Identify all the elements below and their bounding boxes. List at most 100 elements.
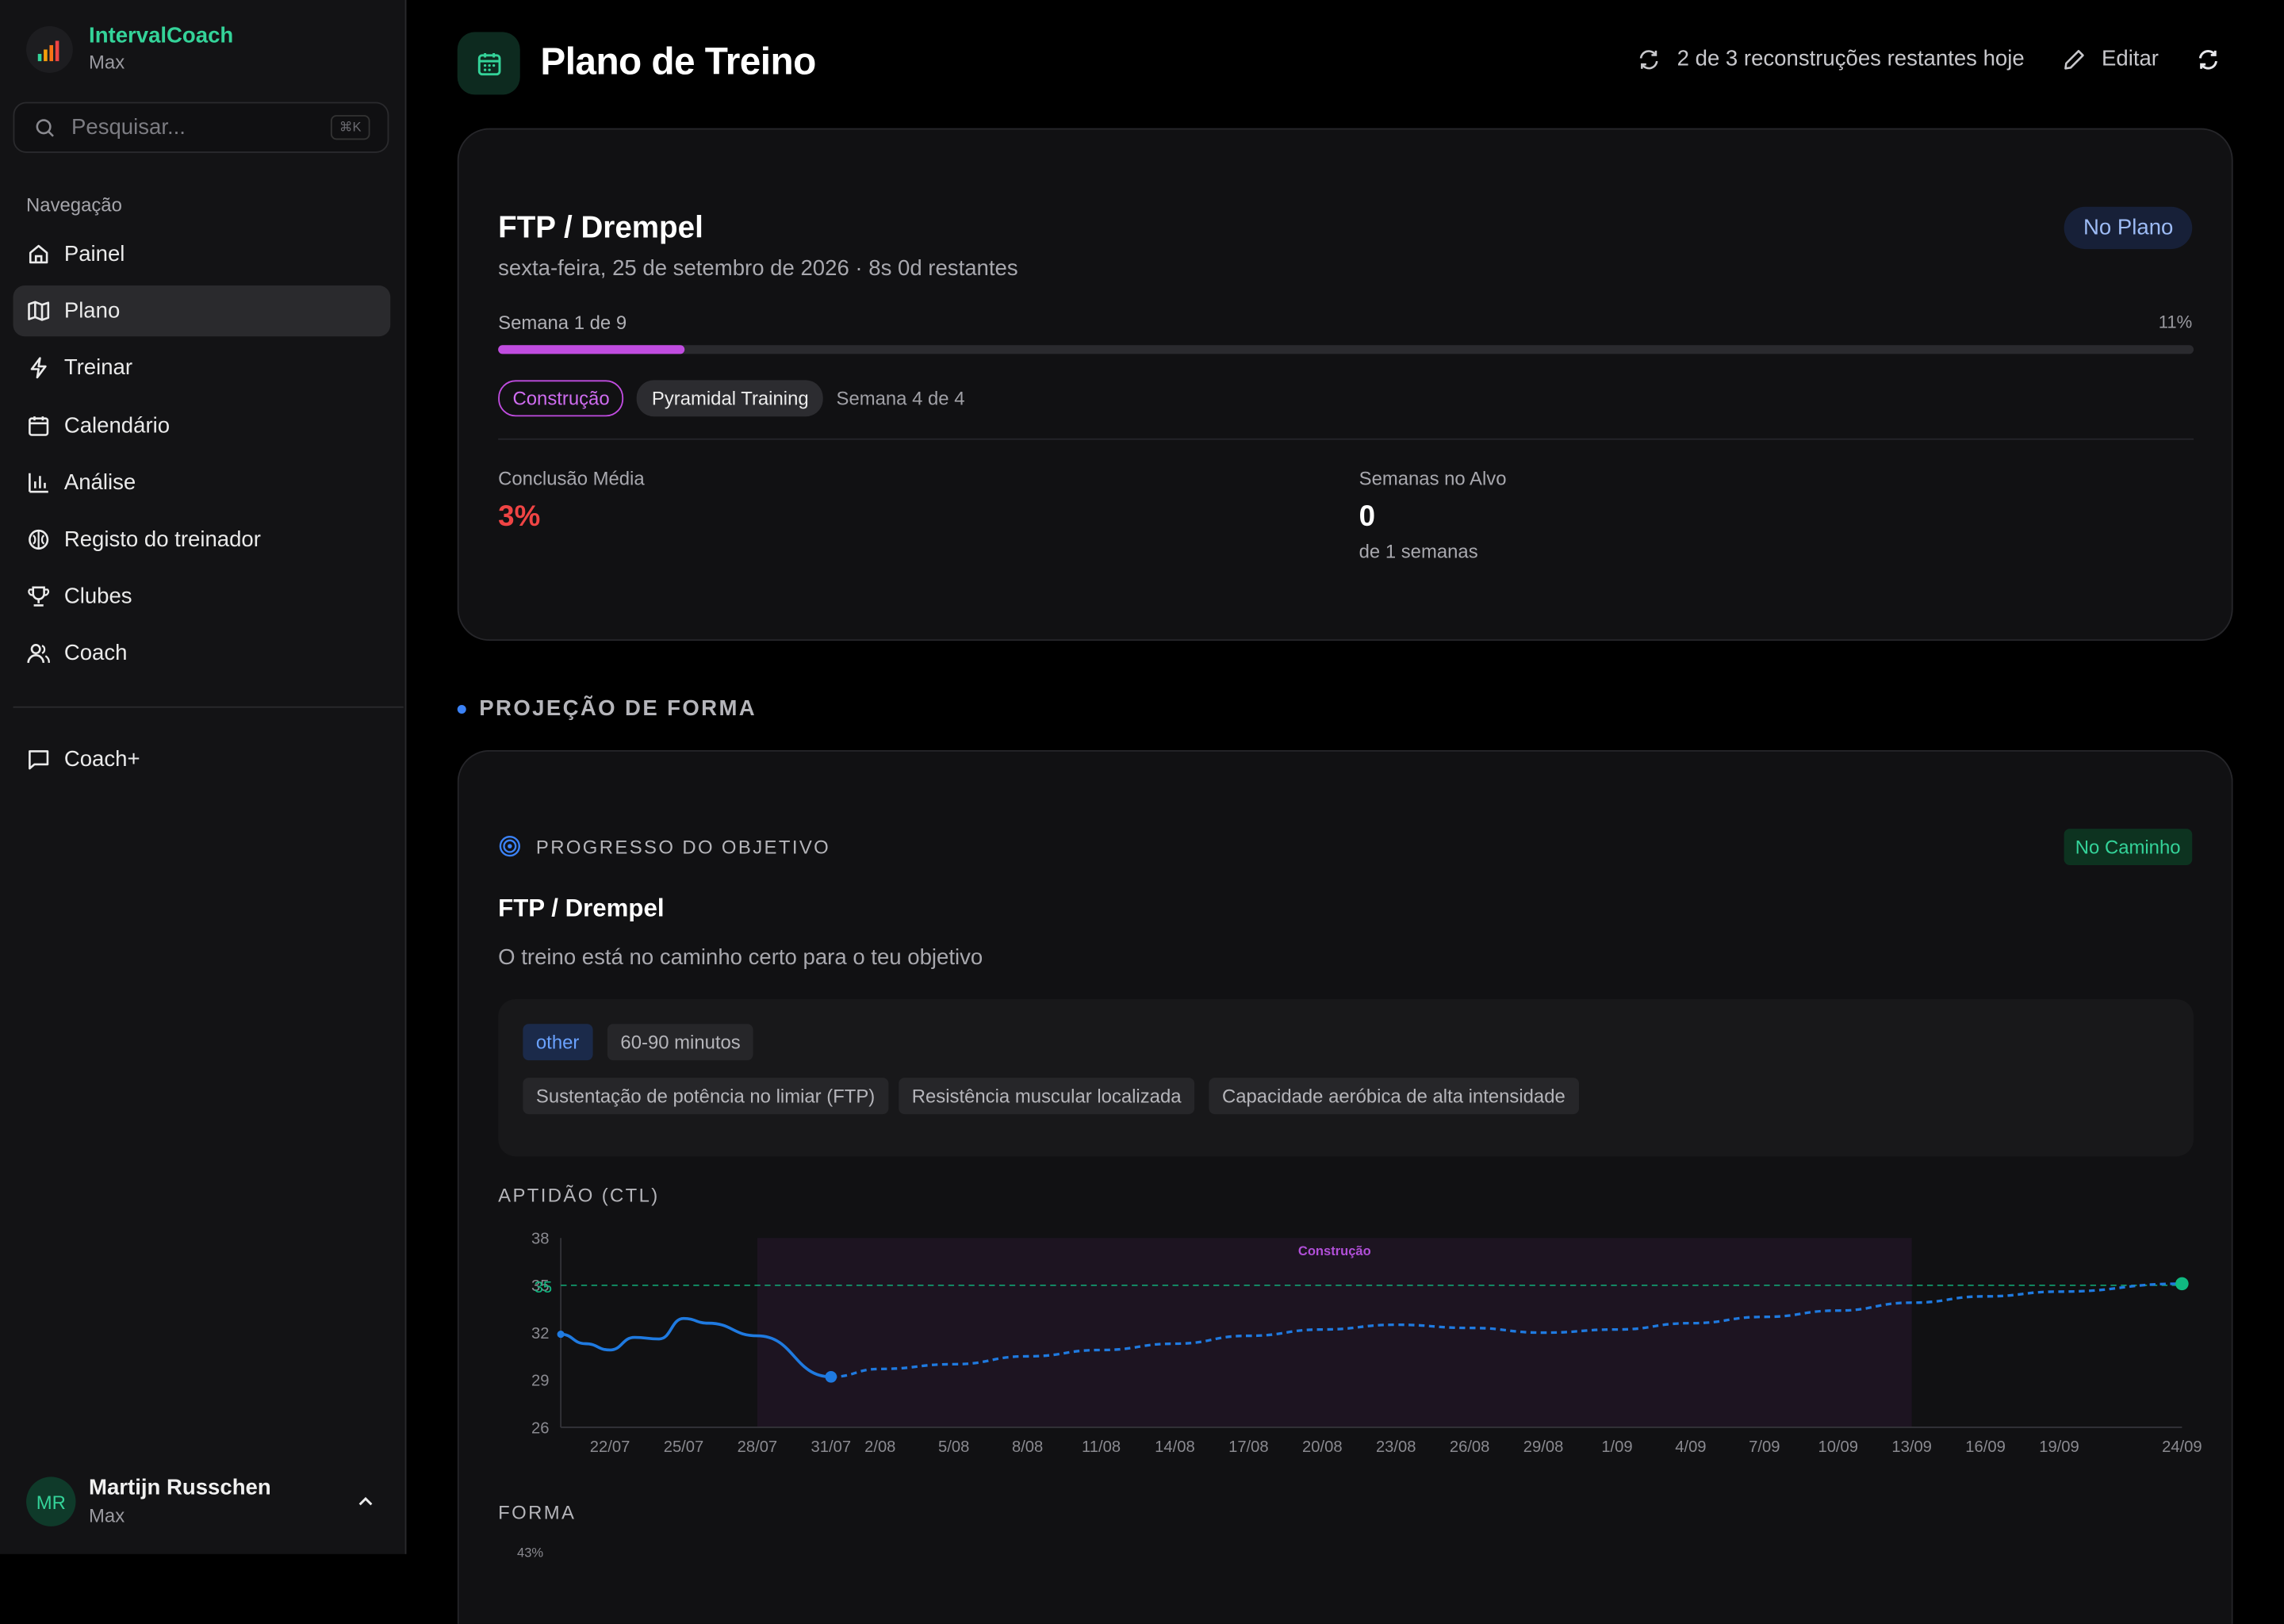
goal-name: FTP / Drempel [498, 894, 665, 922]
x-tick-label: 13/09 [1891, 1438, 1932, 1456]
week-label: Semana 1 de 9 [498, 312, 627, 334]
goal-progress-card: PROGRESSO DO OBJETIVO No Caminho FTP / D… [457, 749, 2233, 1624]
nav-list: Painel Plano Treinar Calendário Análise … [13, 228, 391, 685]
y-tick-label: 26 [531, 1419, 549, 1437]
x-tick-label: 2/08 [864, 1438, 895, 1456]
nav-item-analise[interactable]: Análise [13, 457, 391, 508]
nav-item-calendario[interactable]: Calendário [13, 400, 391, 450]
chart-title: APTIDÃO (CTL) [498, 1184, 660, 1206]
brain-icon [29, 529, 49, 550]
section-title-text: PROJEÇÃO DE FORMA [479, 695, 757, 722]
users-icon [27, 644, 50, 664]
projected-ctl-line [830, 1282, 2182, 1378]
phase-chips: Construção Pyramidal Training Semana 4 d… [498, 380, 965, 417]
bar-chart-icon [29, 473, 48, 492]
duration-tag: 60-90 minutos [607, 1024, 754, 1061]
calendar-icon [477, 52, 500, 75]
nav-item-label: Painel [63, 241, 125, 267]
y-tick-label: 29 [531, 1373, 549, 1390]
refresh-icon [1640, 49, 1659, 69]
goal-title: FTP / Drempel [498, 211, 703, 245]
edit-button[interactable]: Editar [2102, 46, 2159, 71]
user-tier: Max [89, 1504, 125, 1526]
rebuilds-remaining: 2 de 3 reconstruções restantes hoje [1677, 46, 2025, 71]
sport-tag: other [523, 1024, 592, 1061]
series-start-point [557, 1330, 565, 1339]
actual-ctl-line [560, 1316, 831, 1379]
x-tick-label: 10/09 [1818, 1438, 1858, 1456]
sidebar-divider [13, 706, 404, 708]
section-dot-icon [457, 704, 466, 714]
x-tick-label: 31/07 [811, 1438, 852, 1456]
forma-title: FORMA [498, 1501, 577, 1524]
x-tick-label: 20/08 [1302, 1438, 1343, 1456]
map-icon [28, 301, 50, 322]
block-chip: Pyramidal Training [637, 380, 823, 417]
nav-item-plano[interactable]: Plano [13, 285, 391, 337]
x-tick-label: 17/08 [1228, 1438, 1269, 1456]
nav-item-painel[interactable]: Painel [13, 228, 391, 279]
section-title: PROJEÇÃO DE FORMA [457, 695, 757, 722]
x-tick-label: 5/08 [938, 1438, 969, 1456]
x-tick-label: 7/09 [1749, 1438, 1780, 1456]
search-icon [36, 118, 54, 136]
pencil-icon[interactable] [2062, 48, 2085, 71]
header-actions: 2 de 3 reconstruções restantes hoje Edit… [1638, 47, 2220, 71]
phase-band-label: Construção [1298, 1243, 1371, 1258]
nav-item-registo[interactable]: Registo do treinador [13, 514, 391, 565]
weeks-on-target-value: 0 [1359, 500, 1376, 534]
nav-item-label: Treinar [63, 355, 133, 381]
trophy-icon [28, 586, 50, 607]
goal-description: O treino está no caminho certo para o te… [498, 945, 983, 971]
nav-item-label: Registo do treinador [63, 527, 261, 552]
target-label: 35 [535, 1279, 552, 1297]
avatar: MR [26, 1477, 76, 1526]
x-tick-label: 19/09 [2039, 1438, 2079, 1456]
weeks-on-target-label: Semanas no Alvo [1359, 467, 1507, 490]
brand-logo-icon [26, 26, 73, 73]
calendar-icon [29, 416, 49, 436]
x-tick-label: 1/09 [1601, 1438, 1632, 1456]
goal-progress-header: PROGRESSO DO OBJETIVO [498, 834, 830, 857]
nav-item-label: Plano [63, 298, 121, 324]
plan-card: FTP / Drempel sexta-feira, 25 de setembr… [457, 128, 2233, 642]
x-tick-label: 29/08 [1523, 1438, 1564, 1456]
x-tick-label: 25/07 [664, 1438, 704, 1456]
rebuild-icon[interactable] [2197, 48, 2220, 71]
phase-band [757, 1238, 1912, 1427]
home-icon [29, 244, 48, 264]
user-name: Martijn Russchen [89, 1475, 271, 1500]
x-tick-label: 26/08 [1450, 1438, 1490, 1456]
user-menu[interactable]: MR Martijn Russchen Max [26, 1474, 383, 1530]
x-tick-label: 28/07 [738, 1438, 778, 1456]
focus-tag: Capacidade aeróbica de alta intensidade [1209, 1078, 1579, 1115]
search-input[interactable] [68, 113, 322, 142]
x-tick-label: 4/09 [1675, 1438, 1706, 1456]
y-tick-label: 35 [531, 1277, 549, 1295]
chevron-up-icon[interactable] [355, 1492, 376, 1512]
search-box[interactable]: ⌘K [13, 102, 389, 153]
status-badge: No Plano [2064, 206, 2193, 250]
progress-bar [498, 345, 2194, 354]
nav-item-label: Calendário [63, 412, 171, 439]
nav-item-coach-plus[interactable]: Coach+ [13, 734, 391, 785]
on-track-badge: No Caminho [2064, 829, 2193, 865]
y-tick-label: 32 [531, 1325, 549, 1342]
brand[interactable]: IntervalCoach Max [26, 23, 233, 75]
nav-item-label: Coach+ [63, 747, 140, 772]
search-shortcut: ⌘K [330, 115, 370, 140]
block-week: Semana 4 de 4 [836, 387, 965, 410]
nav-item-coach[interactable]: Coach [13, 628, 391, 679]
sidebar: IntervalCoach Max ⌘K Navegação Painel Pl… [0, 0, 407, 1554]
coach-plus-section: Coach+ [13, 734, 391, 791]
x-tick-label: 16/09 [1965, 1438, 2006, 1456]
nav-item-treinar[interactable]: Treinar [13, 343, 391, 393]
nav-item-label: Clubes [63, 584, 132, 609]
nav-item-label: Coach [63, 641, 128, 666]
goal-point [2175, 1277, 2189, 1291]
app-tier: Max [89, 51, 125, 73]
avg-completion-label: Conclusão Média [498, 467, 645, 490]
nav-item-clubes[interactable]: Clubes [13, 571, 391, 622]
x-tick-label: 11/08 [1082, 1438, 1121, 1456]
